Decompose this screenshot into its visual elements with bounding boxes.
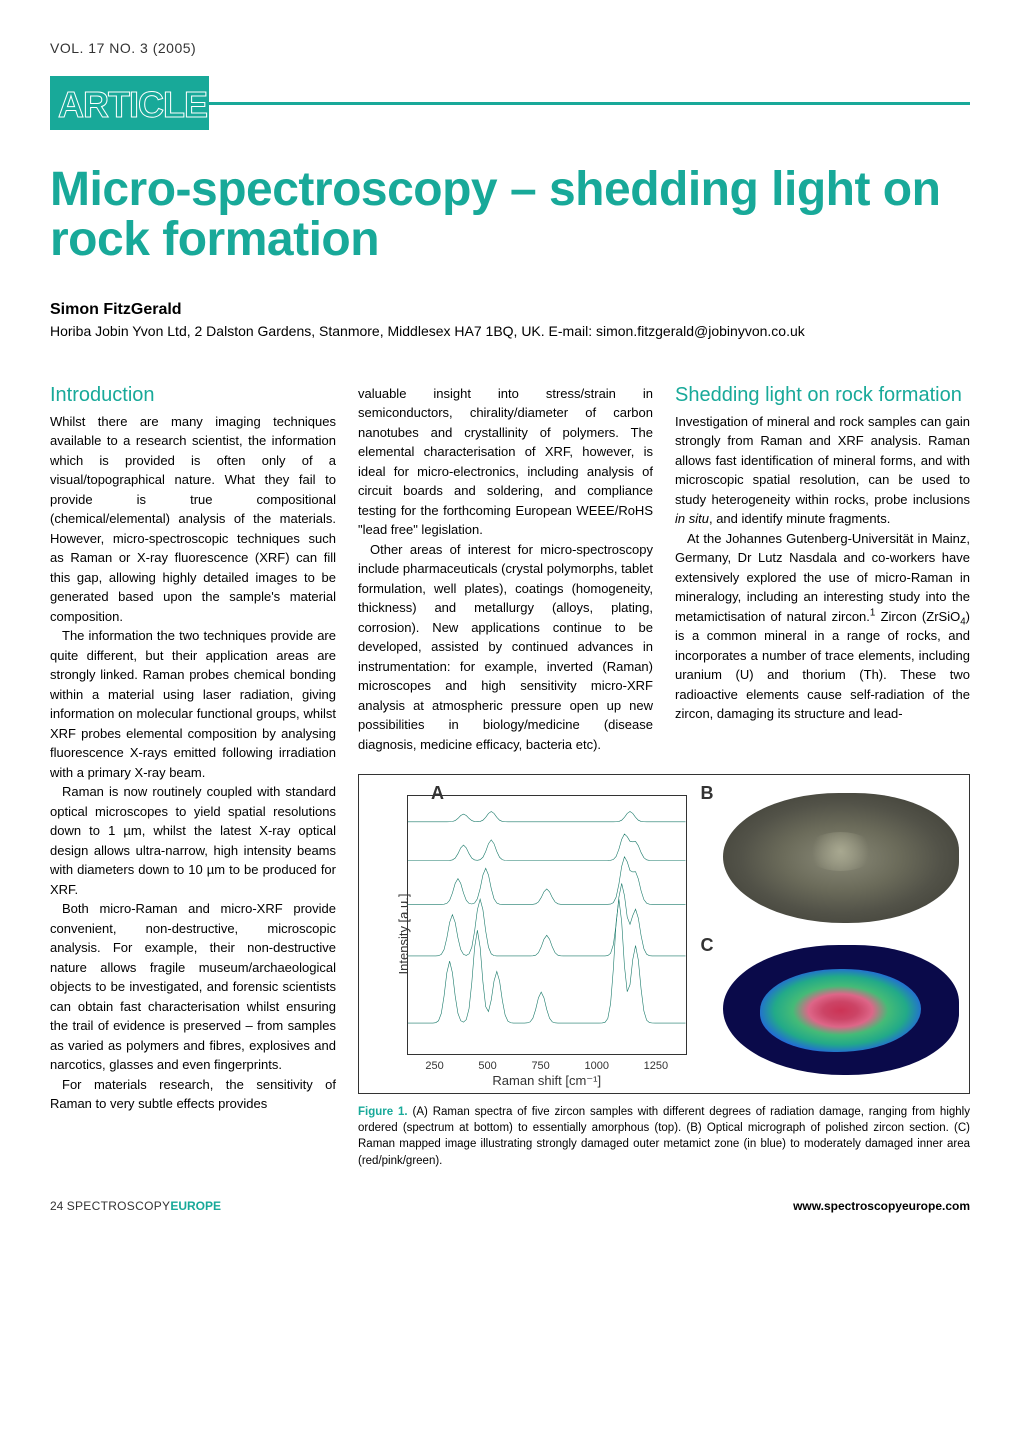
shedding-p1: Investigation of mineral and rock sample… [675,412,970,529]
intro-heading: Introduction [50,384,336,406]
shedding-p1a: Investigation of mineral and rock sample… [675,414,970,507]
micrograph-b [723,793,960,923]
column-2: valuable insight into stress/strain in s… [358,384,653,755]
micrograph-c [723,945,960,1075]
panel-b-label: B [701,783,714,804]
author-name: Simon FitzGerald [50,301,970,319]
figure-caption-text: (A) Raman spectra of five zircon samples… [358,1106,970,1166]
article-banner: ARTICLE [50,76,970,130]
article-label: ARTICLE [58,84,207,125]
figure-right: B C [695,775,970,1093]
footer: 24 SPECTROSCOPYEUROPE www.spectroscopyeu… [50,1199,970,1213]
article-title: Micro-spectroscopy – shedding light on r… [50,165,970,266]
header-volume: VOL. 17 NO. 3 (2005) [50,40,970,56]
columns-2-3: valuable insight into stress/strain in s… [358,384,970,755]
intro-p3: Raman is now routinely coupled with stan… [50,782,336,899]
chart-area: 250 500 750 1000 1250 [407,795,687,1055]
footer-url: www.spectroscopyeurope.com [793,1199,970,1213]
footer-left: 24 SPECTROSCOPYEUROPE [50,1199,221,1213]
shedding-p1b: , and identify minute fragments. [709,511,890,526]
intro-p4: Both micro-Raman and micro-XRF provide c… [50,899,336,1075]
figure-panel-c: C [701,939,960,1083]
columns-2-3-wrapper: valuable insight into stress/strain in s… [358,384,970,1169]
article-banner-line [209,102,970,105]
shedding-p2: At the Johannes Gutenberg-Universität in… [675,529,970,724]
column-3: Shedding light on rock formation Investi… [675,384,970,755]
intro-p2: The information the two techniques provi… [50,626,336,782]
footer-magazine-accent: EUROPE [170,1199,221,1213]
x-tick-1: 500 [478,1060,496,1072]
figure-panel-b: B [701,787,960,931]
x-ticks: 250 500 750 1000 1250 [408,1060,686,1072]
panel-c-label: C [701,935,714,956]
content-columns: Introduction Whilst there are many imagi… [50,384,970,1169]
col2-p1: valuable insight into stress/strain in s… [358,384,653,540]
micrograph-c-inner [760,969,921,1052]
intro-p1: Whilst there are many imaging techniques… [50,412,336,627]
figure-caption: Figure 1. (A) Raman spectra of five zirc… [358,1104,970,1168]
shedding-p2c: ) is a common mineral in a range of rock… [675,609,970,722]
shedding-heading: Shedding light on rock formation [675,384,970,406]
x-tick-3: 1000 [584,1060,608,1072]
article-label-box: ARTICLE [50,76,209,130]
x-tick-0: 250 [425,1060,443,1072]
footer-magazine: SPECTROSCOPY [67,1199,171,1213]
figure-1: A Intensity [a.u.] 250 500 750 1000 1250… [358,774,970,1168]
x-axis-label: Raman shift [cm⁻¹] [407,1073,687,1089]
intro-p5: For materials research, the sensitivity … [50,1075,336,1114]
author-affiliation: Horiba Jobin Yvon Ltd, 2 Dalston Gardens… [50,323,970,339]
shedding-p2b: Zircon (ZrSiO [875,609,960,624]
figure-caption-label: Figure 1. [358,1106,408,1118]
author-block: Simon FitzGerald Horiba Jobin Yvon Ltd, … [50,301,970,339]
x-tick-2: 750 [531,1060,549,1072]
x-tick-4: 1250 [644,1060,668,1072]
figure-panel-a: A Intensity [a.u.] 250 500 750 1000 1250… [359,775,695,1093]
footer-page: 24 [50,1199,63,1213]
col2-p2: Other areas of interest for micro-spectr… [358,540,653,755]
spectra-svg [408,796,686,1054]
figure-panel: A Intensity [a.u.] 250 500 750 1000 1250… [358,774,970,1094]
column-1: Introduction Whilst there are many imagi… [50,384,336,1169]
shedding-p1-italic: in situ [675,511,709,526]
